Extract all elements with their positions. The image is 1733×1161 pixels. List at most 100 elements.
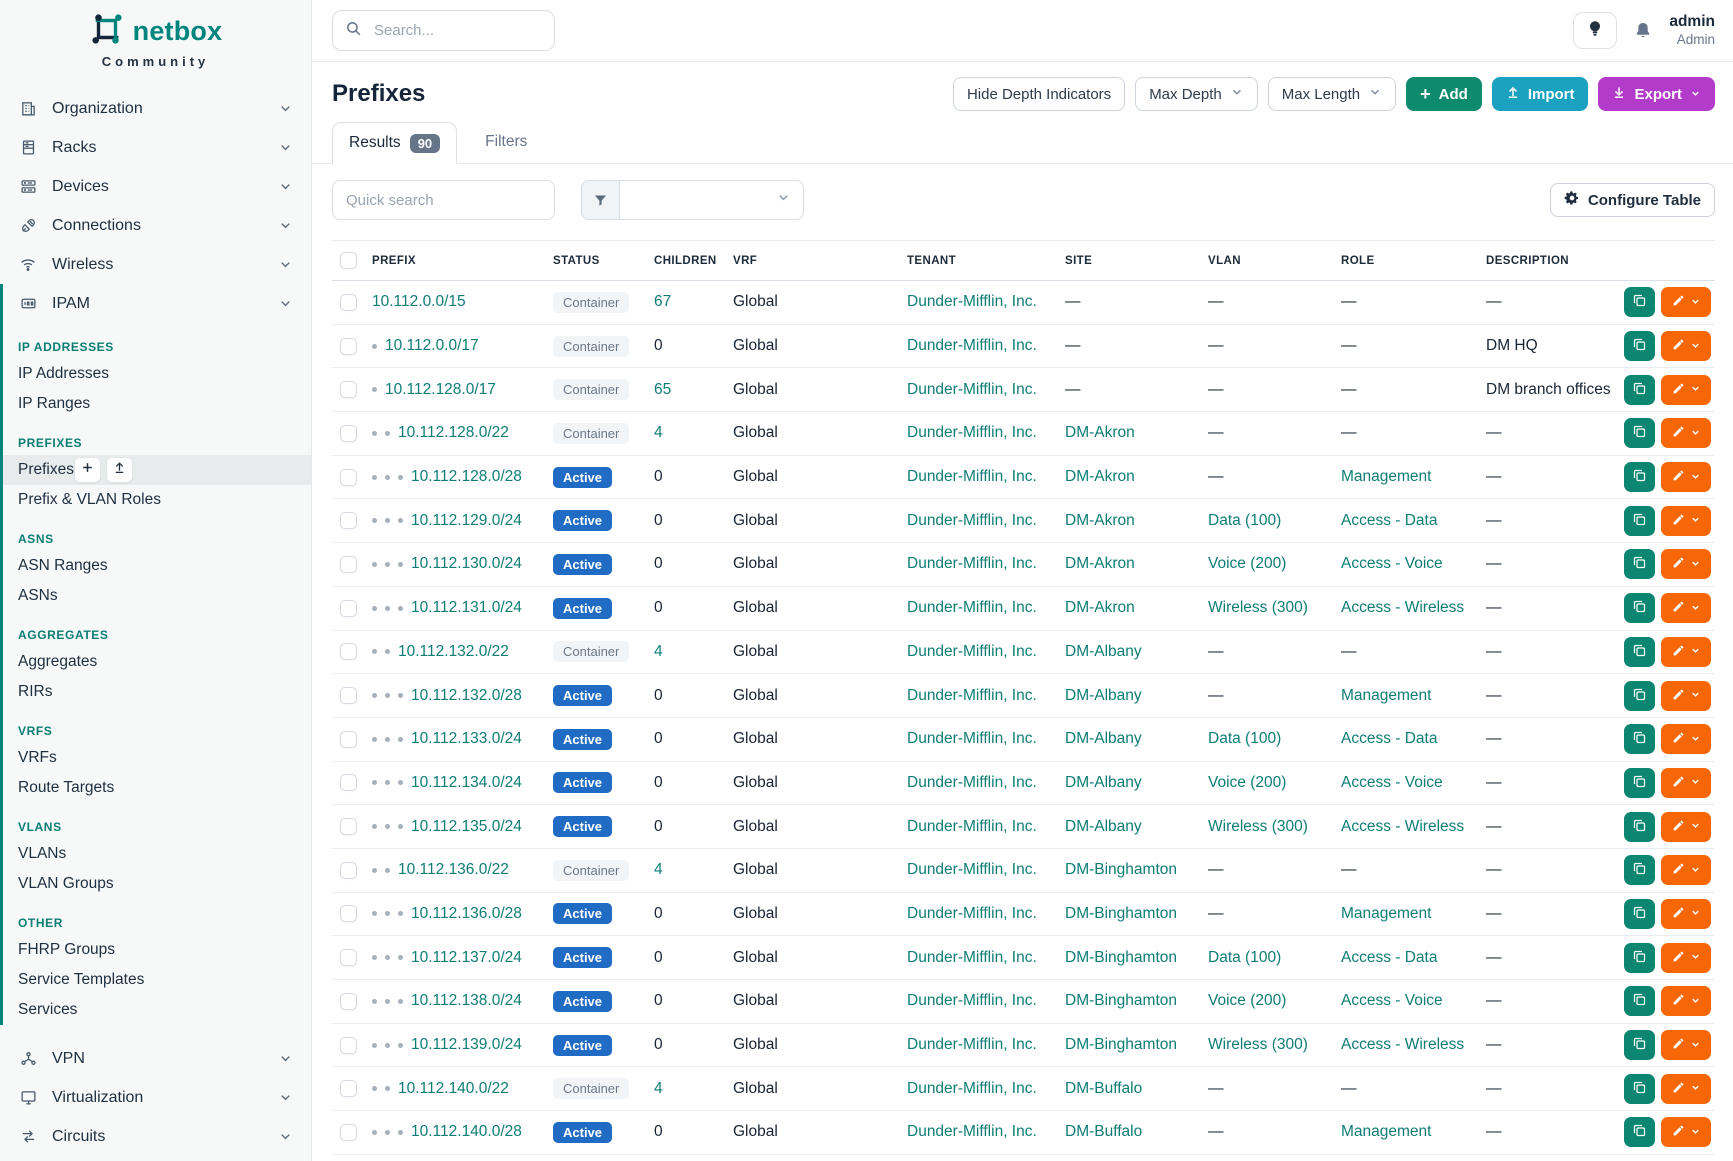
notifications-bell-icon[interactable]: [1633, 20, 1653, 41]
max-length-dropdown[interactable]: Max Length: [1267, 77, 1397, 111]
role-link[interactable]: Access - Wireless: [1341, 817, 1465, 835]
vlan-link[interactable]: Data (100): [1208, 730, 1282, 748]
role-link[interactable]: Access - Voice: [1341, 555, 1443, 573]
row-checkbox[interactable]: [340, 337, 357, 355]
column-header-role[interactable]: ROLE: [1341, 254, 1375, 267]
role-link[interactable]: Management: [1341, 1123, 1432, 1141]
theme-toggle-button[interactable]: [1573, 12, 1618, 49]
column-header-children[interactable]: CHILDREN: [654, 254, 717, 267]
clone-button[interactable]: [1624, 462, 1655, 493]
edit-dropdown-button[interactable]: [1661, 1073, 1711, 1104]
sidebar-item-vlan-groups[interactable]: VLAN Groups: [3, 869, 311, 899]
sidebar-item-route-targets[interactable]: Route Targets: [3, 773, 311, 803]
children-count-link[interactable]: 67: [654, 293, 672, 311]
row-checkbox[interactable]: [340, 293, 357, 311]
children-count-link[interactable]: 4: [654, 642, 663, 660]
sidebar-item-wireless[interactable]: Wireless: [0, 245, 311, 284]
sidebar-item-vpn[interactable]: VPN: [0, 1039, 311, 1078]
add-button[interactable]: + Add: [1406, 77, 1482, 111]
vlan-link[interactable]: Voice (200): [1208, 773, 1287, 791]
tenant-link[interactable]: Dunder-Mifflin, Inc.: [907, 599, 1037, 617]
prefix-link[interactable]: 10.112.133.0/24: [411, 730, 522, 748]
tenant-link[interactable]: Dunder-Mifflin, Inc.: [907, 904, 1037, 922]
site-link[interactable]: DM-Akron: [1065, 555, 1135, 573]
sidebar-item-organization[interactable]: Organization: [0, 89, 311, 128]
edit-dropdown-button[interactable]: [1661, 374, 1711, 405]
configure-table-button[interactable]: Configure Table: [1549, 183, 1715, 217]
clone-button[interactable]: [1624, 505, 1655, 536]
clone-button[interactable]: [1624, 636, 1655, 667]
edit-dropdown-button[interactable]: [1661, 505, 1711, 536]
role-link[interactable]: Access - Data: [1341, 511, 1438, 529]
prefix-link[interactable]: 10.112.131.0/24: [411, 599, 522, 617]
role-link[interactable]: Access - Data: [1341, 730, 1438, 748]
saved-filter-select[interactable]: [619, 180, 804, 220]
sidebar-item-prefixes[interactable]: Prefixes: [3, 455, 311, 485]
sidebar-item-fhrp-groups[interactable]: FHRP Groups: [3, 935, 311, 965]
role-link[interactable]: Access - Voice: [1341, 773, 1443, 791]
prefix-link[interactable]: 10.112.139.0/24: [411, 1036, 522, 1054]
max-depth-dropdown[interactable]: Max Depth: [1135, 77, 1258, 111]
column-header-vrf[interactable]: VRF: [733, 254, 758, 267]
row-checkbox[interactable]: [340, 643, 357, 661]
role-link[interactable]: Access - Wireless: [1341, 1036, 1465, 1054]
children-count-link[interactable]: 65: [654, 380, 672, 398]
tenant-link[interactable]: Dunder-Mifflin, Inc.: [907, 555, 1037, 573]
edit-dropdown-button[interactable]: [1661, 593, 1711, 624]
vlan-link[interactable]: Voice (200): [1208, 992, 1287, 1010]
tenant-link[interactable]: Dunder-Mifflin, Inc.: [907, 686, 1037, 704]
column-header-site[interactable]: SITE: [1065, 254, 1093, 267]
sidebar-item-service-templates[interactable]: Service Templates: [3, 965, 311, 995]
edit-dropdown-button[interactable]: [1661, 855, 1711, 886]
row-checkbox[interactable]: [340, 468, 357, 486]
tab-results[interactable]: Results 90: [332, 122, 458, 164]
global-search[interactable]: [332, 10, 555, 51]
export-dropdown[interactable]: Export: [1598, 77, 1715, 111]
row-checkbox[interactable]: [340, 774, 357, 792]
sidebar-item-services[interactable]: Services: [3, 995, 311, 1025]
clone-button[interactable]: [1624, 1030, 1655, 1061]
prefix-link[interactable]: 10.112.129.0/24: [411, 511, 522, 529]
site-link[interactable]: DM-Akron: [1065, 424, 1135, 442]
tenant-link[interactable]: Dunder-Mifflin, Inc.: [907, 817, 1037, 835]
sidebar-item-vlans[interactable]: VLANs: [3, 839, 311, 869]
tenant-link[interactable]: Dunder-Mifflin, Inc.: [907, 337, 1037, 355]
row-checkbox[interactable]: [340, 555, 357, 573]
edit-dropdown-button[interactable]: [1661, 898, 1711, 929]
tenant-link[interactable]: Dunder-Mifflin, Inc.: [907, 468, 1037, 486]
clone-button[interactable]: [1624, 331, 1655, 362]
vlan-link[interactable]: Voice (200): [1208, 555, 1287, 573]
prefix-link[interactable]: 10.112.128.0/17: [385, 380, 496, 398]
role-link[interactable]: Access - Data: [1341, 948, 1438, 966]
prefix-link[interactable]: 10.112.140.0/28: [411, 1123, 522, 1141]
site-link[interactable]: DM-Akron: [1065, 511, 1135, 529]
prefix-link[interactable]: 10.112.138.0/24: [411, 992, 522, 1010]
sidebar-item-connections[interactable]: Connections: [0, 206, 311, 245]
tenant-link[interactable]: Dunder-Mifflin, Inc.: [907, 992, 1037, 1010]
site-link[interactable]: DM-Akron: [1065, 599, 1135, 617]
row-checkbox[interactable]: [340, 1123, 357, 1141]
row-checkbox[interactable]: [340, 1036, 357, 1054]
row-checkbox[interactable]: [340, 861, 357, 879]
children-count-link[interactable]: 4: [654, 424, 663, 442]
site-link[interactable]: DM-Binghamton: [1065, 904, 1177, 922]
edit-dropdown-button[interactable]: [1661, 287, 1711, 318]
sidebar-item-rirs[interactable]: RIRs: [3, 677, 311, 707]
sidebar-item-racks[interactable]: Racks: [0, 128, 311, 167]
tenant-link[interactable]: Dunder-Mifflin, Inc.: [907, 730, 1037, 748]
tenant-link[interactable]: Dunder-Mifflin, Inc.: [907, 642, 1037, 660]
column-header-status[interactable]: STATUS: [553, 254, 600, 267]
prefix-link[interactable]: 10.112.132.0/22: [398, 642, 509, 660]
vlan-link[interactable]: Data (100): [1208, 511, 1282, 529]
tenant-link[interactable]: Dunder-Mifflin, Inc.: [907, 380, 1037, 398]
vlan-link[interactable]: Wireless (300): [1208, 599, 1308, 617]
row-checkbox[interactable]: [340, 992, 357, 1010]
edit-dropdown-button[interactable]: [1661, 549, 1711, 580]
clone-button[interactable]: [1624, 898, 1655, 929]
role-link[interactable]: Access - Wireless: [1341, 599, 1465, 617]
row-checkbox[interactable]: [340, 687, 357, 705]
site-link[interactable]: DM-Albany: [1065, 686, 1142, 704]
sidebar-item-devices[interactable]: Devices: [0, 167, 311, 206]
sidebar-item-ip-ranges[interactable]: IP Ranges: [3, 389, 311, 419]
tenant-link[interactable]: Dunder-Mifflin, Inc.: [907, 1079, 1037, 1097]
